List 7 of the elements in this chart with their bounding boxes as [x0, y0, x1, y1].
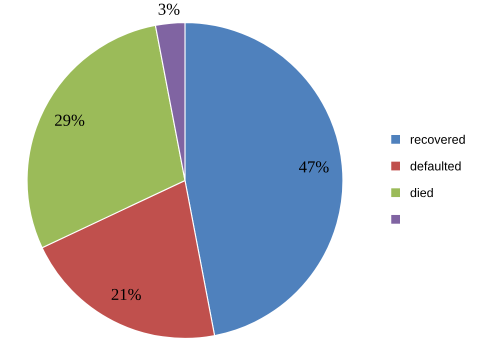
data-label: 47%: [298, 161, 329, 173]
data-label: 3%: [158, 4, 180, 15]
data-label: 29%: [55, 114, 84, 126]
legend-label: defaulted: [410, 161, 461, 171]
data-label: 21%: [112, 288, 141, 300]
legend-label: died: [410, 188, 433, 198]
legend-label: recovered: [410, 134, 465, 144]
